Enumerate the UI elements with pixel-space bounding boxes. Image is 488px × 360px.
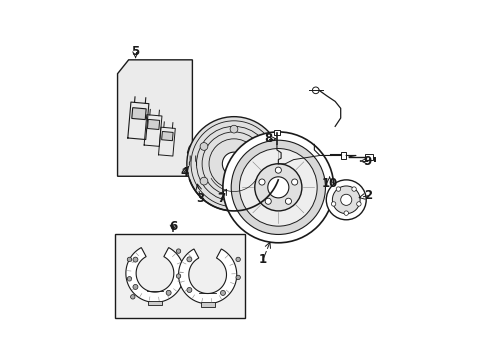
Circle shape: [198, 173, 203, 178]
Circle shape: [336, 187, 340, 191]
Text: 7: 7: [217, 192, 225, 205]
Circle shape: [260, 177, 267, 185]
Circle shape: [331, 202, 335, 206]
Circle shape: [264, 198, 271, 204]
Circle shape: [239, 149, 317, 226]
Polygon shape: [117, 60, 192, 176]
Text: 1: 1: [259, 253, 266, 266]
Bar: [148, 301, 162, 305]
Polygon shape: [187, 143, 198, 157]
Circle shape: [351, 187, 356, 191]
Circle shape: [332, 186, 359, 214]
Circle shape: [267, 177, 288, 198]
Polygon shape: [162, 131, 173, 141]
Polygon shape: [147, 120, 160, 130]
Circle shape: [200, 143, 207, 150]
Circle shape: [235, 275, 240, 280]
Circle shape: [127, 276, 131, 281]
Circle shape: [186, 117, 281, 211]
Circle shape: [231, 140, 325, 234]
Circle shape: [254, 164, 301, 211]
Circle shape: [200, 177, 207, 185]
Bar: [340, 152, 346, 159]
Polygon shape: [178, 249, 236, 304]
Circle shape: [230, 194, 237, 202]
Text: 10: 10: [321, 177, 337, 190]
Circle shape: [223, 132, 333, 243]
Circle shape: [344, 211, 348, 215]
Text: 6: 6: [168, 220, 177, 233]
Circle shape: [186, 257, 191, 262]
Circle shape: [260, 143, 267, 150]
Circle shape: [133, 257, 138, 262]
Text: 3: 3: [196, 192, 204, 205]
Circle shape: [312, 87, 319, 94]
Circle shape: [235, 257, 240, 262]
Circle shape: [176, 274, 181, 278]
Text: 2: 2: [364, 189, 372, 202]
Circle shape: [291, 179, 297, 185]
Circle shape: [189, 173, 194, 178]
Circle shape: [133, 284, 138, 289]
Text: 4: 4: [180, 166, 188, 179]
Circle shape: [186, 288, 191, 292]
Polygon shape: [131, 108, 146, 120]
FancyBboxPatch shape: [115, 234, 244, 318]
Circle shape: [166, 290, 171, 295]
Polygon shape: [189, 159, 203, 177]
Circle shape: [325, 180, 366, 220]
Circle shape: [127, 257, 131, 262]
Circle shape: [356, 202, 360, 206]
Bar: [365, 154, 372, 159]
Text: 8: 8: [264, 132, 272, 145]
Circle shape: [222, 152, 245, 175]
Text: 5: 5: [131, 45, 140, 58]
Text: 9: 9: [362, 154, 370, 167]
Circle shape: [259, 179, 264, 185]
Polygon shape: [191, 162, 202, 175]
Circle shape: [176, 249, 181, 253]
Circle shape: [130, 294, 135, 299]
Circle shape: [285, 198, 291, 204]
Circle shape: [275, 167, 281, 173]
Polygon shape: [125, 248, 183, 302]
Circle shape: [230, 125, 237, 133]
Circle shape: [220, 291, 225, 296]
Bar: [274, 130, 279, 135]
Circle shape: [340, 194, 351, 205]
Bar: [200, 302, 214, 307]
